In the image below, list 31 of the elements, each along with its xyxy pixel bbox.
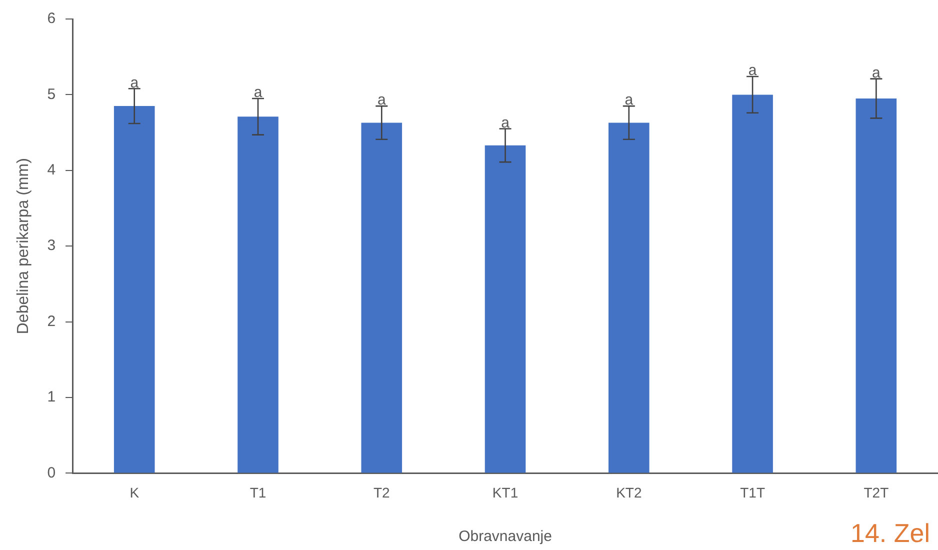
annotation: a xyxy=(254,84,263,102)
bar xyxy=(856,98,897,473)
annotation: a xyxy=(748,62,758,80)
bar xyxy=(608,122,650,473)
bar xyxy=(114,106,155,473)
x-tick-label: T2 xyxy=(373,484,390,500)
y-tick-label: 6 xyxy=(47,10,56,28)
y-tick-label: 4 xyxy=(47,162,56,179)
x-tick-label: T2T xyxy=(864,484,890,500)
x-tick-label: K xyxy=(130,484,140,500)
y-tick-label: 5 xyxy=(47,86,56,103)
annotation: a xyxy=(501,114,510,132)
bar xyxy=(484,145,526,473)
annotation: a xyxy=(624,92,634,109)
y-tick-label: 0 xyxy=(47,464,56,482)
annotation: a xyxy=(130,74,140,92)
annotation: a xyxy=(872,64,882,82)
bar xyxy=(732,94,773,473)
bar xyxy=(238,116,278,473)
x-axis-title: Obravnavanje xyxy=(458,528,552,546)
bar xyxy=(361,122,402,473)
y-axis-title: Debelina perikarpa (mm) xyxy=(15,158,32,334)
text: 14. Zel xyxy=(850,518,930,548)
x-tick-label: T1 xyxy=(250,484,266,500)
x-tick-label: KT1 xyxy=(492,484,518,500)
x-tick-label: KT2 xyxy=(616,484,642,500)
annotation: a xyxy=(377,92,386,109)
y-tick-label: 3 xyxy=(47,237,56,254)
y-tick-label: 2 xyxy=(47,312,56,330)
x-tick-label: T1T xyxy=(740,484,766,500)
y-tick-label: 1 xyxy=(47,388,56,406)
